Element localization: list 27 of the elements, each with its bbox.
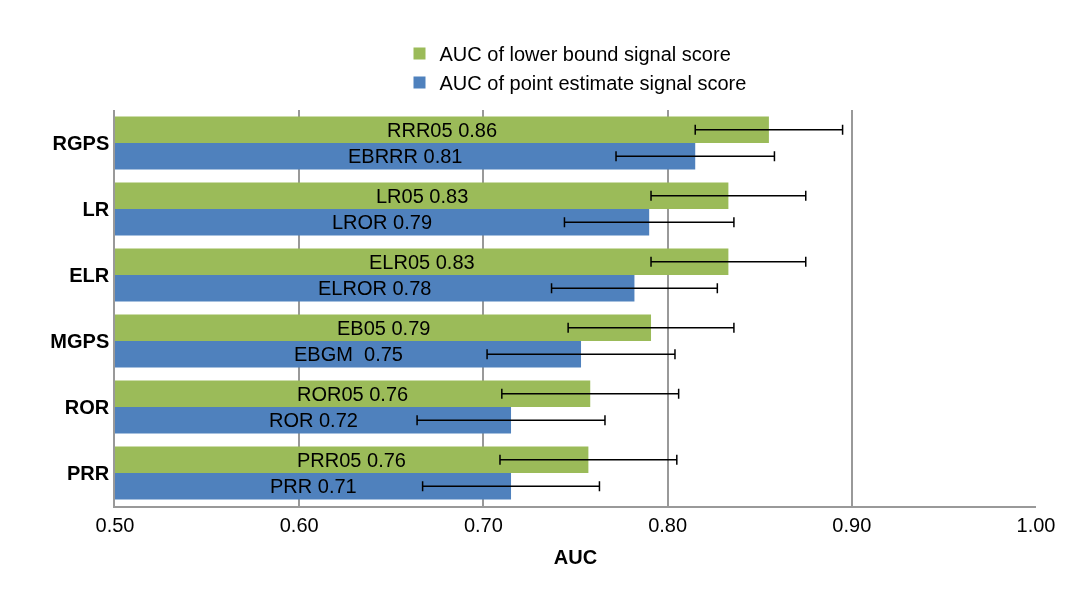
data-label: RRR05 0.86 [387, 119, 498, 141]
data-label: ELROR 0.78 [318, 277, 432, 299]
x-tick-label: 0.50 [95, 513, 135, 536]
y-tick-label: ELR [69, 264, 110, 286]
x-tick-label: 1.00 [1016, 513, 1056, 536]
y-tick-label: ROR [64, 396, 110, 418]
data-label: PRR05 0.76 [297, 449, 406, 471]
data-label: PRR 0.71 [270, 475, 357, 497]
data-label: LR05 0.83 [376, 185, 469, 207]
y-tick-label: PRR [67, 462, 110, 484]
y-tick-label: MGPS [50, 330, 110, 352]
y-tick-label: RGPS [52, 132, 110, 154]
x-axis-title: AUC [553, 545, 598, 568]
x-tick-label: 0.80 [648, 513, 688, 536]
x-tick-label: 0.60 [279, 513, 319, 536]
data-label: EB05 0.79 [337, 317, 431, 339]
legend-label: AUC of point estimate signal score [439, 72, 747, 95]
data-label: LROR 0.79 [332, 211, 433, 233]
data-label: ELR05 0.83 [369, 251, 475, 273]
data-label: EBRRR 0.81 [348, 145, 463, 167]
x-tick-label: 0.90 [832, 513, 872, 536]
x-tick-label: 0.70 [463, 513, 503, 536]
data-label: ROR 0.72 [269, 409, 358, 431]
data-label: EBGM 0.75 [294, 343, 403, 365]
data-label: ROR05 0.76 [297, 383, 409, 405]
y-tick-label: LR [82, 198, 110, 220]
legend-label: AUC of lower bound signal score [439, 43, 731, 66]
